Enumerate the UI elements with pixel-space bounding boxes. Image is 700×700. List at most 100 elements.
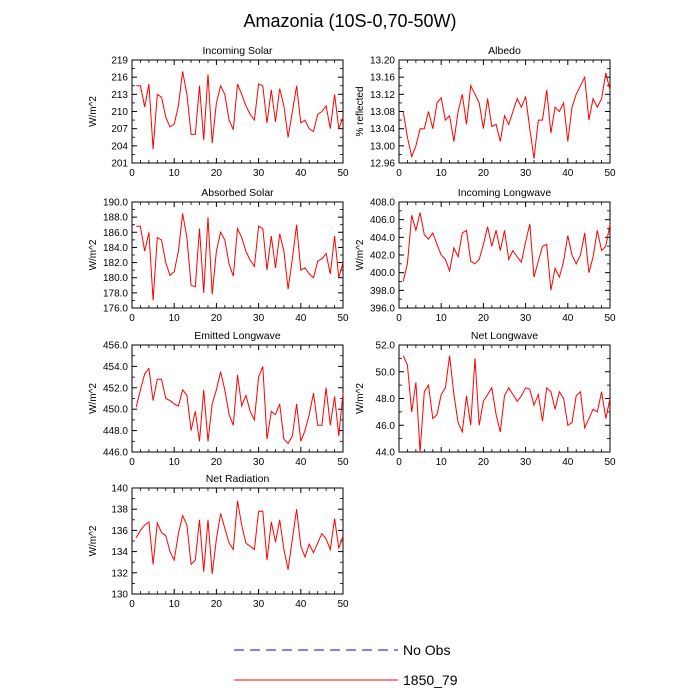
- y-tick-label: 48.0: [376, 394, 396, 405]
- x-tick-label: 50: [337, 599, 349, 610]
- x-tick-label: 0: [396, 457, 402, 468]
- x-tick-label: 10: [436, 168, 448, 179]
- y-tick-label: 216: [111, 73, 128, 84]
- x-tick-label: 30: [520, 168, 532, 179]
- y-tick-label: 176.0: [103, 304, 128, 315]
- y-tick-label: 201: [111, 159, 128, 170]
- x-tick-label: 10: [169, 168, 181, 179]
- figure-title: Amazonia (10S-0,70-50W): [243, 11, 456, 31]
- x-tick-label: 20: [211, 313, 223, 324]
- legend-label-1850-79: 1850_79: [403, 672, 458, 688]
- x-tick-label: 40: [562, 168, 574, 179]
- y-tick-label: 400.0: [370, 268, 395, 279]
- x-tick-label: 10: [169, 599, 181, 610]
- y-tick-label: 130: [111, 590, 128, 601]
- y-tick-label: 12.96: [370, 159, 395, 170]
- panel-title: Incoming Longwave: [458, 187, 552, 199]
- x-tick-label: 0: [129, 457, 135, 468]
- y-tick-label: 446.0: [103, 448, 128, 459]
- y-tick-label: 136: [111, 526, 128, 537]
- series-line-1850-79: [136, 213, 344, 301]
- y-tick-label: 13.12: [370, 90, 395, 101]
- plot-frame: [398, 59, 611, 164]
- x-tick-label: 30: [520, 313, 532, 324]
- y-tick-label: 44.0: [376, 448, 396, 459]
- y-tick-label: 452.0: [103, 383, 128, 394]
- x-tick-label: 20: [211, 457, 223, 468]
- y-tick-label: 207: [111, 124, 128, 135]
- y-tick-label: 50.0: [376, 367, 396, 378]
- panel-net-longwave: Net Longwave W/m^2 44.0 46.0 48.0 50.0 52.0 0 10…: [355, 330, 616, 468]
- x-tick-label: 50: [604, 168, 616, 179]
- y-tick-label: 13.00: [370, 141, 395, 152]
- y-axis-label: % reflected: [355, 86, 366, 136]
- y-tick-label: 213: [111, 90, 128, 101]
- x-tick-label: 40: [295, 313, 307, 324]
- series-line-1850-79: [135, 366, 344, 445]
- x-tick-label: 40: [295, 599, 307, 610]
- y-tick-label: 454.0: [103, 362, 128, 373]
- x-tick-label: 20: [478, 313, 490, 324]
- x-tick-label: 0: [396, 313, 402, 324]
- y-tick-label: 132: [111, 568, 128, 579]
- x-tick-label: 50: [604, 457, 616, 468]
- x-tick-label: 0: [129, 168, 135, 179]
- plot-frame: [131, 344, 344, 453]
- x-tick-label: 10: [436, 313, 448, 324]
- panel-title: Incoming Solar: [202, 45, 273, 57]
- x-tick-label: 40: [295, 168, 307, 179]
- x-tick-label: 20: [478, 457, 490, 468]
- panel-title: Net Radiation: [206, 473, 270, 485]
- x-tick-label: 50: [337, 168, 349, 179]
- y-axis-label: W/m^2: [355, 239, 366, 270]
- y-tick-label: 138: [111, 505, 128, 516]
- y-tick-label: 140: [111, 484, 128, 495]
- y-tick-label: 204: [111, 141, 128, 152]
- panel-emitted-longwave: Emitted Longwave W/m^2 446.0 448.0 450.0 452.…: [88, 330, 349, 468]
- x-tick-label: 30: [520, 457, 532, 468]
- y-tick-label: 408.0: [370, 198, 395, 209]
- panel-title: Emitted Longwave: [194, 330, 281, 342]
- y-tick-label: 52.0: [376, 341, 396, 352]
- y-tick-label: 13.20: [370, 56, 395, 67]
- x-tick-label: 20: [211, 168, 223, 179]
- series-line-1850-79: [402, 212, 611, 291]
- y-tick-label: 186.0: [103, 228, 128, 239]
- y-tick-label: 456.0: [103, 341, 128, 352]
- panel-absorbed-solar: Absorbed Solar W/m^2 176.0 178.0 180.0 182.0 1…: [88, 187, 349, 324]
- x-tick-label: 0: [129, 599, 135, 610]
- plot-frame: [131, 59, 344, 164]
- y-axis-label: W/m^2: [88, 525, 99, 556]
- plot-frame: [131, 201, 344, 309]
- legend: No Obs 1850_79: [234, 642, 458, 688]
- y-axis-label: W/m^2: [88, 239, 99, 270]
- y-tick-label: 450.0: [103, 405, 128, 416]
- y-tick-label: 396.0: [370, 304, 395, 315]
- x-tick-label: 30: [253, 457, 265, 468]
- y-tick-label: 188.0: [103, 213, 128, 224]
- x-tick-label: 50: [337, 457, 349, 468]
- legend-label-no-obs: No Obs: [403, 642, 450, 658]
- y-tick-label: 13.16: [370, 73, 395, 84]
- x-tick-label: 50: [604, 313, 616, 324]
- x-tick-label: 50: [337, 313, 349, 324]
- y-tick-label: 178.0: [103, 288, 128, 299]
- y-tick-label: 184.0: [103, 243, 128, 254]
- x-tick-label: 10: [169, 313, 181, 324]
- plot-frame: [398, 201, 611, 309]
- y-tick-label: 190.0: [103, 198, 128, 209]
- x-tick-label: 40: [562, 457, 574, 468]
- x-tick-label: 30: [253, 599, 265, 610]
- y-tick-label: 398.0: [370, 286, 395, 297]
- panel-title: Albedo: [488, 45, 521, 57]
- x-tick-label: 30: [253, 168, 265, 179]
- y-tick-label: 180.0: [103, 273, 128, 284]
- y-axis-label: W/m^2: [88, 383, 99, 414]
- y-tick-label: 210: [111, 107, 128, 118]
- x-tick-label: 40: [295, 457, 307, 468]
- x-tick-label: 30: [253, 313, 265, 324]
- panel-incoming-solar: Incoming Solar W/m^2 201 204 207 210 213 216 219…: [88, 45, 349, 179]
- y-axis-label: W/m^2: [88, 96, 99, 127]
- y-tick-label: 404.0: [370, 233, 395, 244]
